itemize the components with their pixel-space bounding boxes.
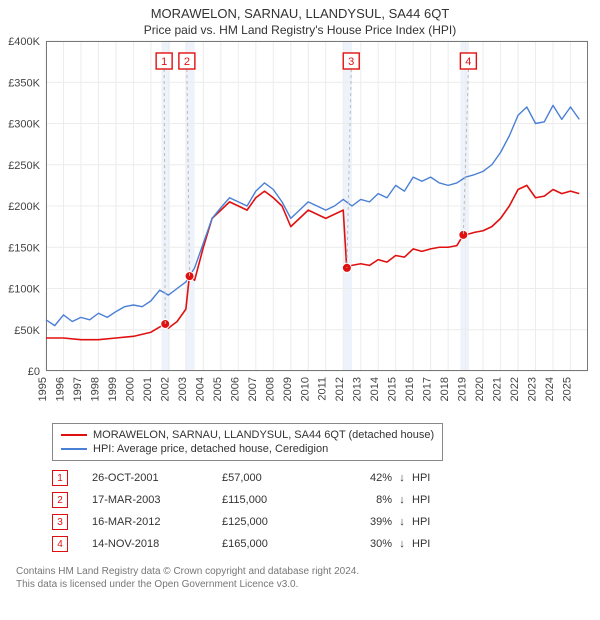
svg-text:£0: £0 — [28, 366, 40, 378]
cell-price: £115,000 — [222, 494, 332, 506]
svg-text:4: 4 — [465, 56, 471, 68]
cell-vs: HPI — [412, 538, 452, 550]
marker-box: 2 — [52, 492, 68, 508]
svg-text:2002: 2002 — [159, 377, 171, 401]
svg-text:£200K: £200K — [8, 201, 40, 213]
svg-text:2001: 2001 — [142, 377, 154, 401]
cell-price: £165,000 — [222, 538, 332, 550]
svg-text:£100K: £100K — [8, 284, 40, 296]
svg-text:2005: 2005 — [212, 377, 224, 401]
cell-price: £125,000 — [222, 516, 332, 528]
svg-text:£150K: £150K — [8, 242, 40, 254]
svg-text:2021: 2021 — [492, 377, 504, 401]
legend-swatch — [61, 448, 87, 450]
svg-text:1: 1 — [161, 56, 167, 68]
table-row: 3 16-MAR-2012£125,00039%↓HPI — [52, 511, 584, 533]
svg-text:£300K: £300K — [8, 119, 40, 131]
svg-text:1999: 1999 — [107, 377, 119, 401]
svg-text:2022: 2022 — [509, 377, 521, 401]
svg-text:2010: 2010 — [299, 377, 311, 401]
svg-text:2017: 2017 — [422, 377, 434, 401]
table-row: 2 17-MAR-2003£115,0008%↓HPI — [52, 489, 584, 511]
legend: MORAWELON, SARNAU, LLANDYSUL, SA44 6QT (… — [52, 423, 443, 461]
svg-text:£400K: £400K — [8, 36, 40, 48]
svg-text:2013: 2013 — [352, 377, 364, 401]
svg-text:3: 3 — [348, 56, 354, 68]
svg-text:1998: 1998 — [89, 377, 101, 401]
svg-text:2009: 2009 — [282, 377, 294, 401]
svg-text:2006: 2006 — [229, 377, 241, 401]
marker-box: 3 — [52, 514, 68, 530]
cell-pct: 8% — [332, 494, 392, 506]
svg-text:2016: 2016 — [404, 377, 416, 401]
svg-text:2018: 2018 — [439, 377, 451, 401]
cell-arrow: ↓ — [392, 538, 412, 550]
cell-vs: HPI — [412, 516, 452, 528]
svg-text:2012: 2012 — [334, 377, 346, 401]
svg-text:2000: 2000 — [124, 377, 136, 401]
svg-text:2015: 2015 — [387, 377, 399, 401]
svg-text:2019: 2019 — [457, 377, 469, 401]
svg-text:2003: 2003 — [177, 377, 189, 401]
svg-text:£350K: £350K — [8, 77, 40, 89]
cell-date: 16-MAR-2012 — [92, 516, 222, 528]
cell-arrow: ↓ — [392, 472, 412, 484]
svg-text:2004: 2004 — [194, 377, 206, 401]
cell-vs: HPI — [412, 494, 452, 506]
footnote-line1: Contains HM Land Registry data © Crown c… — [16, 565, 584, 578]
cell-date: 14-NOV-2018 — [92, 538, 222, 550]
svg-text:2023: 2023 — [527, 377, 539, 401]
marker-box: 1 — [52, 470, 68, 486]
cell-arrow: ↓ — [392, 494, 412, 506]
svg-text:2011: 2011 — [317, 377, 329, 401]
svg-text:2025: 2025 — [562, 377, 574, 401]
legend-label: HPI: Average price, detached house, Cere… — [93, 443, 328, 455]
legend-row: HPI: Average price, detached house, Cere… — [61, 442, 434, 456]
svg-text:2008: 2008 — [264, 377, 276, 401]
cell-vs: HPI — [412, 472, 452, 484]
cell-date: 17-MAR-2003 — [92, 494, 222, 506]
cell-pct: 30% — [332, 538, 392, 550]
legend-label: MORAWELON, SARNAU, LLANDYSUL, SA44 6QT (… — [93, 429, 434, 441]
svg-text:1997: 1997 — [72, 377, 84, 401]
line-chart: £0£50K£100K£150K£200K£250K£300K£350K£400… — [46, 41, 588, 415]
svg-text:2024: 2024 — [544, 377, 556, 401]
svg-text:2020: 2020 — [474, 377, 486, 401]
table-row: 1 26-OCT-2001£57,00042%↓HPI — [52, 467, 584, 489]
marker-box: 4 — [52, 536, 68, 552]
transactions-table: 126-OCT-2001£57,00042%↓HPI217-MAR-2003£1… — [52, 467, 584, 555]
chart-title: MORAWELON, SARNAU, LLANDYSUL, SA44 6QT — [0, 0, 600, 21]
footnote-line2: This data is licensed under the Open Gov… — [16, 578, 584, 591]
svg-text:2007: 2007 — [247, 377, 259, 401]
cell-pct: 42% — [332, 472, 392, 484]
svg-text:2: 2 — [184, 56, 190, 68]
svg-text:2014: 2014 — [369, 377, 381, 401]
cell-pct: 39% — [332, 516, 392, 528]
cell-price: £57,000 — [222, 472, 332, 484]
chart-subtitle: Price paid vs. HM Land Registry's House … — [0, 21, 600, 41]
svg-text:£50K: £50K — [14, 325, 40, 337]
cell-date: 26-OCT-2001 — [92, 472, 222, 484]
footnote: Contains HM Land Registry data © Crown c… — [16, 565, 584, 591]
table-row: 4 14-NOV-2018£165,00030%↓HPI — [52, 533, 584, 555]
legend-row: MORAWELON, SARNAU, LLANDYSUL, SA44 6QT (… — [61, 428, 434, 442]
chart-area: £0£50K£100K£150K£200K£250K£300K£350K£400… — [46, 41, 588, 415]
svg-text:£250K: £250K — [8, 160, 40, 172]
cell-arrow: ↓ — [392, 516, 412, 528]
svg-text:1995: 1995 — [37, 377, 49, 401]
legend-swatch — [61, 434, 87, 436]
svg-text:1996: 1996 — [54, 377, 66, 401]
